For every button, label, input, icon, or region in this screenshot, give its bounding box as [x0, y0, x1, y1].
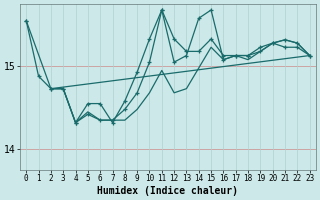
X-axis label: Humidex (Indice chaleur): Humidex (Indice chaleur)	[98, 186, 238, 196]
